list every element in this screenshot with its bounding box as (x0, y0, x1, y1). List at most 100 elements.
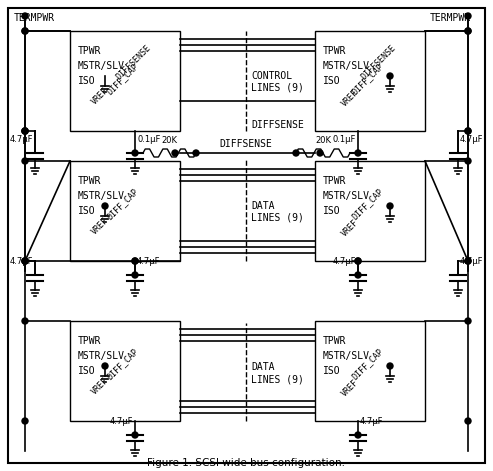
Circle shape (465, 28, 471, 34)
Text: TPWR: TPWR (323, 176, 347, 186)
Text: DIFF_CAP: DIFF_CAP (350, 187, 385, 221)
Text: TPWR: TPWR (78, 46, 102, 56)
Circle shape (355, 272, 361, 278)
Text: TPWR: TPWR (323, 336, 347, 346)
Text: VREF: VREF (340, 88, 360, 108)
Text: DIFFSENSE: DIFFSENSE (360, 43, 398, 81)
Circle shape (293, 150, 299, 156)
FancyBboxPatch shape (315, 161, 425, 261)
Circle shape (102, 363, 108, 369)
Text: DIFF_CAP: DIFF_CAP (105, 61, 140, 96)
Circle shape (22, 158, 28, 164)
Text: DIFFSENSE: DIFFSENSE (115, 43, 153, 81)
Text: CONTROL: CONTROL (251, 71, 292, 81)
Text: DATA: DATA (251, 362, 275, 372)
Text: TERMPWR: TERMPWR (430, 13, 471, 23)
Circle shape (465, 13, 471, 19)
Circle shape (387, 203, 393, 209)
Circle shape (465, 128, 471, 134)
Text: VREF: VREF (90, 216, 110, 236)
Circle shape (22, 318, 28, 324)
Text: 0.1μF: 0.1μF (333, 135, 356, 144)
FancyBboxPatch shape (70, 321, 180, 421)
FancyBboxPatch shape (70, 31, 180, 131)
Text: DIFF_CAP: DIFF_CAP (105, 187, 140, 221)
Circle shape (465, 158, 471, 164)
Text: DIFFSENSE: DIFFSENSE (219, 139, 273, 149)
FancyBboxPatch shape (8, 8, 485, 463)
Circle shape (355, 150, 361, 156)
Text: DIFF_CAP: DIFF_CAP (105, 346, 140, 381)
FancyBboxPatch shape (70, 161, 180, 261)
Text: LINES (9): LINES (9) (251, 374, 304, 384)
Text: TERMPWR: TERMPWR (14, 13, 55, 23)
Text: ISO: ISO (323, 76, 341, 86)
Text: MSTR/SLV: MSTR/SLV (323, 191, 370, 201)
Text: ISO: ISO (78, 76, 96, 86)
Text: VREF: VREF (90, 375, 110, 396)
Text: MSTR/SLV: MSTR/SLV (78, 191, 125, 201)
Text: MSTR/SLV: MSTR/SLV (323, 351, 370, 361)
Circle shape (172, 150, 178, 156)
Text: ISO: ISO (78, 206, 96, 216)
Text: DIFFSENSE: DIFFSENSE (251, 120, 304, 130)
Circle shape (22, 13, 28, 19)
Circle shape (465, 128, 471, 134)
FancyBboxPatch shape (315, 31, 425, 131)
Circle shape (387, 363, 393, 369)
Circle shape (132, 258, 138, 264)
Circle shape (22, 28, 28, 34)
Circle shape (132, 432, 138, 438)
Text: MSTR/SLV: MSTR/SLV (323, 61, 370, 71)
Text: 4.7μF: 4.7μF (9, 257, 33, 266)
Text: DIFF_CAP: DIFF_CAP (350, 61, 385, 96)
Text: LINES (9): LINES (9) (251, 213, 304, 223)
Text: DATA: DATA (251, 201, 275, 211)
Circle shape (22, 418, 28, 424)
Circle shape (22, 128, 28, 134)
Circle shape (355, 258, 361, 264)
Text: 4.7μF: 4.7μF (460, 257, 484, 266)
Circle shape (132, 258, 138, 264)
Text: MSTR/SLV: MSTR/SLV (78, 61, 125, 71)
Circle shape (387, 73, 393, 79)
Text: 4.7μF: 4.7μF (360, 417, 384, 426)
Text: DIFF_CAP: DIFF_CAP (350, 346, 385, 381)
Circle shape (22, 258, 28, 264)
Text: TPWR: TPWR (78, 336, 102, 346)
Circle shape (22, 128, 28, 134)
Text: ISO: ISO (78, 366, 96, 376)
Circle shape (317, 150, 323, 156)
Circle shape (22, 128, 28, 134)
Circle shape (465, 418, 471, 424)
Text: LINES (9): LINES (9) (251, 83, 304, 93)
Circle shape (22, 258, 28, 264)
Text: 20K: 20K (315, 136, 331, 145)
Circle shape (132, 150, 138, 156)
Circle shape (465, 318, 471, 324)
Text: 4.7μF: 4.7μF (460, 135, 484, 144)
Circle shape (193, 150, 199, 156)
Circle shape (355, 432, 361, 438)
Text: 0.1μF: 0.1μF (137, 135, 160, 144)
Text: 4.7μF: 4.7μF (9, 135, 33, 144)
Circle shape (22, 28, 28, 34)
Text: TPWR: TPWR (323, 46, 347, 56)
Text: Figure 1. SCSI wide bus configuration.: Figure 1. SCSI wide bus configuration. (147, 458, 345, 468)
Text: TPWR: TPWR (78, 176, 102, 186)
Text: 4.7μF: 4.7μF (137, 257, 161, 266)
Text: MSTR/SLV: MSTR/SLV (78, 351, 125, 361)
Text: ISO: ISO (323, 366, 341, 376)
Circle shape (465, 258, 471, 264)
Circle shape (355, 258, 361, 264)
Text: 4.7μF: 4.7μF (332, 257, 356, 266)
Circle shape (465, 28, 471, 34)
Text: 20K: 20K (162, 136, 177, 145)
Text: VREF: VREF (90, 86, 110, 106)
Text: VREF: VREF (340, 218, 360, 238)
Text: ISO: ISO (323, 206, 341, 216)
Circle shape (102, 203, 108, 209)
FancyBboxPatch shape (315, 321, 425, 421)
Text: VREF: VREF (340, 377, 360, 398)
Circle shape (132, 272, 138, 278)
